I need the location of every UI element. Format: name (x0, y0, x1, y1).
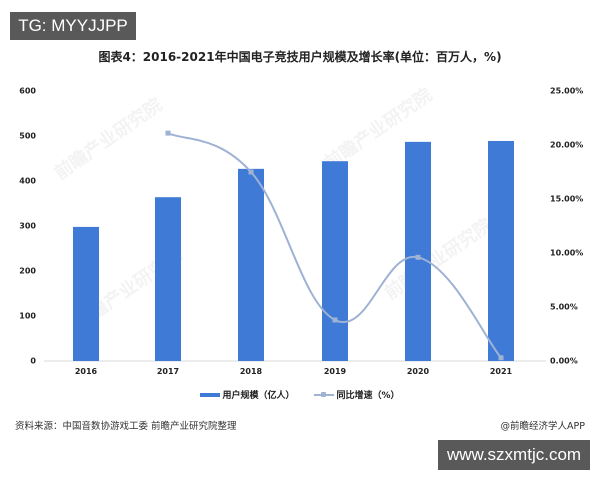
x-tick: 2021 (489, 367, 513, 376)
bar[interactable] (73, 226, 99, 361)
credit-note: @前瞻经济学人APP (500, 421, 585, 432)
chart-title: 图表4：2016-2021年中国电子竞技用户规模及增长率(单位：百万人，%) (98, 50, 502, 64)
legend-label-user-scale: 用户规模（亿人） (222, 391, 295, 401)
x-tick: 2017 (156, 367, 180, 376)
x-tick: 2018 (239, 367, 263, 376)
right-y-tick: 25.00% (550, 86, 584, 96)
growth-rate-marker[interactable] (415, 254, 421, 260)
right-y-tick: 20.00% (550, 140, 584, 150)
left-y-tick: 100 (19, 311, 36, 321)
x-tick: 2019 (323, 367, 347, 376)
right-y-tick: 15.00% (550, 194, 584, 204)
growth-rate-marker[interactable] (498, 355, 504, 361)
x-tick: 2016 (74, 367, 98, 376)
source-note: 资料来源：中国音数协游戏工委 前瞻产业研究院整理 (15, 421, 237, 432)
left-y-tick: 400 (19, 176, 36, 186)
legend-item-growth-rate[interactable]: 同比增速（%） (314, 388, 400, 401)
x-tick: 2020 (406, 367, 430, 376)
growth-rate-markers (165, 130, 504, 361)
right-y-tick: 0.00% (550, 356, 578, 366)
left-y-tick: 600 (19, 86, 36, 96)
left-y-tick: 200 (19, 266, 36, 276)
bar[interactable] (488, 140, 514, 361)
bar[interactable] (322, 161, 348, 361)
telegram-tag-badge: TG: MYYJJPP (10, 12, 136, 40)
website-badge: www.szxmtjc.com (438, 440, 590, 470)
left-y-tick: 0 (30, 356, 36, 366)
growth-rate-marker[interactable] (248, 169, 254, 175)
growth-rate-marker[interactable] (332, 317, 338, 323)
bar[interactable] (155, 197, 181, 361)
watermark-text: 前瞻产业研究院 (380, 214, 496, 304)
watermark-text: 前瞻产业研究院 (50, 94, 166, 184)
legend-label-growth-rate: 同比增速（%） (336, 391, 400, 401)
left-y-tick: 300 (19, 221, 36, 231)
right-y-tick: 5.00% (550, 302, 578, 312)
growth-rate-marker[interactable] (165, 130, 171, 136)
bar[interactable] (238, 168, 264, 361)
bar-swatch-icon (200, 392, 221, 397)
line-swatch-icon (314, 391, 335, 397)
chart-legend: 用户规模（亿人） 同比增速（%） (0, 388, 600, 401)
left-y-tick: 500 (19, 131, 36, 141)
legend-item-user-scale[interactable]: 用户规模（亿人） (200, 388, 294, 401)
bar[interactable] (405, 141, 431, 361)
right-y-tick: 10.00% (550, 248, 584, 258)
bar-series (73, 140, 514, 361)
